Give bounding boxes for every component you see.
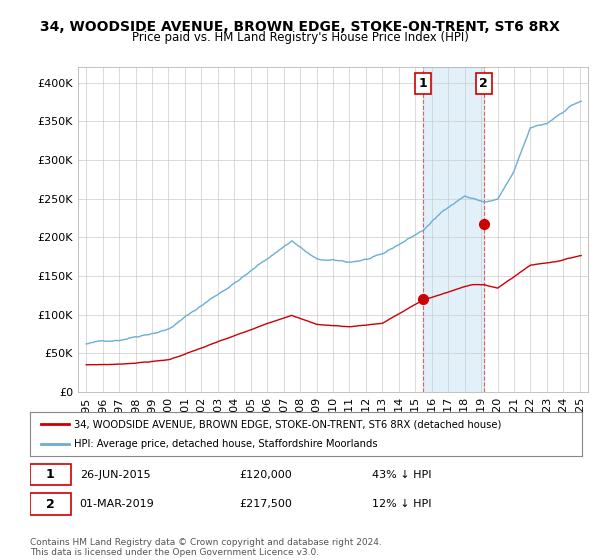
FancyBboxPatch shape xyxy=(30,493,71,515)
Text: Contains HM Land Registry data © Crown copyright and database right 2024.
This d: Contains HM Land Registry data © Crown c… xyxy=(30,538,382,557)
Text: 2: 2 xyxy=(479,77,488,90)
Text: 34, WOODSIDE AVENUE, BROWN EDGE, STOKE-ON-TRENT, ST6 8RX (detached house): 34, WOODSIDE AVENUE, BROWN EDGE, STOKE-O… xyxy=(74,419,502,429)
Text: 43% ↓ HPI: 43% ↓ HPI xyxy=(372,470,432,480)
Text: £120,000: £120,000 xyxy=(240,470,293,480)
Text: 34, WOODSIDE AVENUE, BROWN EDGE, STOKE-ON-TRENT, ST6 8RX: 34, WOODSIDE AVENUE, BROWN EDGE, STOKE-O… xyxy=(40,20,560,34)
FancyBboxPatch shape xyxy=(30,464,71,486)
Text: 2: 2 xyxy=(46,498,55,511)
Text: 26-JUN-2015: 26-JUN-2015 xyxy=(80,470,151,480)
Text: £217,500: £217,500 xyxy=(240,499,293,509)
Text: 1: 1 xyxy=(46,468,55,481)
Text: 1: 1 xyxy=(419,77,428,90)
Text: 12% ↓ HPI: 12% ↓ HPI xyxy=(372,499,432,509)
Bar xyxy=(424,67,484,392)
Text: 01-MAR-2019: 01-MAR-2019 xyxy=(80,499,154,509)
Text: Price paid vs. HM Land Registry's House Price Index (HPI): Price paid vs. HM Land Registry's House … xyxy=(131,31,469,44)
Text: HPI: Average price, detached house, Staffordshire Moorlands: HPI: Average price, detached house, Staf… xyxy=(74,439,378,449)
